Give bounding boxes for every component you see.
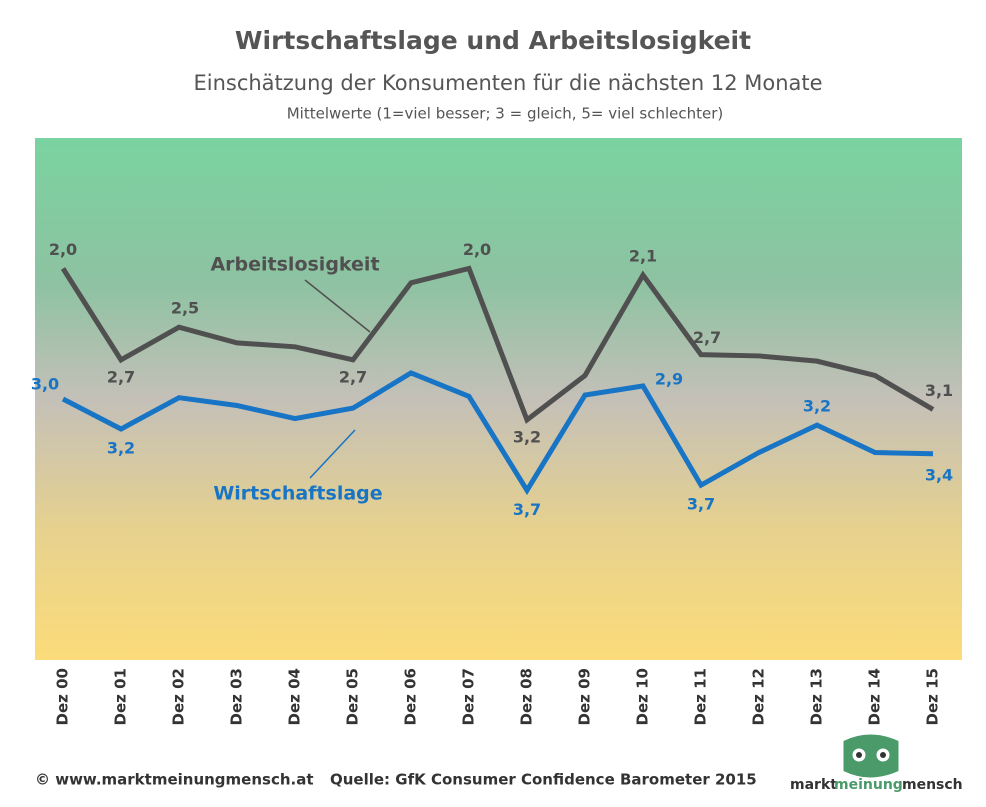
data-label: 3,4 — [925, 465, 953, 484]
logo-text: markt — [790, 777, 837, 793]
x-tick-label: Dez 15 — [924, 668, 942, 725]
legend-label: Wirtschaftslage — [213, 483, 382, 505]
x-tick-label: Dez 02 — [170, 668, 188, 725]
data-label: 3,0 — [31, 375, 59, 394]
leader-line — [304, 279, 371, 333]
footer-left: © www.marktmeinungmensch.at — [35, 771, 314, 789]
logo: markt meinung mensch — [790, 734, 963, 793]
x-tick-label: Dez 06 — [402, 668, 420, 725]
logo-text: meinung — [834, 777, 903, 793]
data-label: 3,2 — [803, 397, 831, 416]
footer-source: Quelle: GfK Consumer Confidence Baromete… — [330, 771, 757, 789]
x-tick-label: Dez 07 — [460, 668, 478, 725]
data-label: 2,1 — [629, 247, 657, 266]
x-tick-label: Dez 03 — [228, 668, 246, 725]
line-series — [61, 370, 934, 496]
line-series — [60, 265, 935, 424]
leader-line — [309, 429, 356, 479]
x-tick-label: Dez 12 — [750, 668, 768, 725]
data-label: 2,7 — [693, 328, 721, 347]
data-label: 2,0 — [463, 240, 491, 259]
x-tick-label: Dez 01 — [112, 668, 130, 725]
x-tick-label: Dez 04 — [286, 668, 304, 725]
x-tick-label: Dez 13 — [808, 668, 826, 725]
data-label: 3,2 — [513, 427, 541, 446]
x-tick-label: Dez 14 — [866, 668, 884, 725]
chart-title: Wirtschaftslage und Arbeitslosigkeit — [235, 26, 751, 55]
note: Mittelwerte (1=viel besser; 3 = gleich, … — [287, 105, 724, 123]
subtitle: Einschätzung der Konsumenten für die näc… — [193, 71, 822, 95]
x-tick-label: Dez 11 — [692, 668, 710, 725]
data-label: 2,9 — [655, 369, 683, 388]
x-tick-label: Dez 08 — [518, 668, 536, 725]
data-label: 3,7 — [687, 495, 715, 514]
data-label: 3,2 — [107, 439, 135, 458]
data-label: 3,7 — [513, 500, 541, 519]
logo-text: mensch — [902, 777, 963, 793]
x-tick-label: Dez 00 — [54, 668, 72, 725]
data-label: 3,1 — [925, 381, 953, 400]
x-tick-label: Dez 10 — [634, 668, 652, 725]
x-tick-label: Dez 05 — [344, 668, 362, 725]
data-label: 2,7 — [339, 367, 367, 386]
data-label: 2,7 — [107, 367, 135, 386]
data-label: 2,5 — [171, 299, 199, 318]
data-label: 2,0 — [49, 240, 77, 259]
legend-label: Arbeitslosigkeit — [210, 254, 379, 276]
x-tick-label: Dez 09 — [576, 668, 594, 725]
